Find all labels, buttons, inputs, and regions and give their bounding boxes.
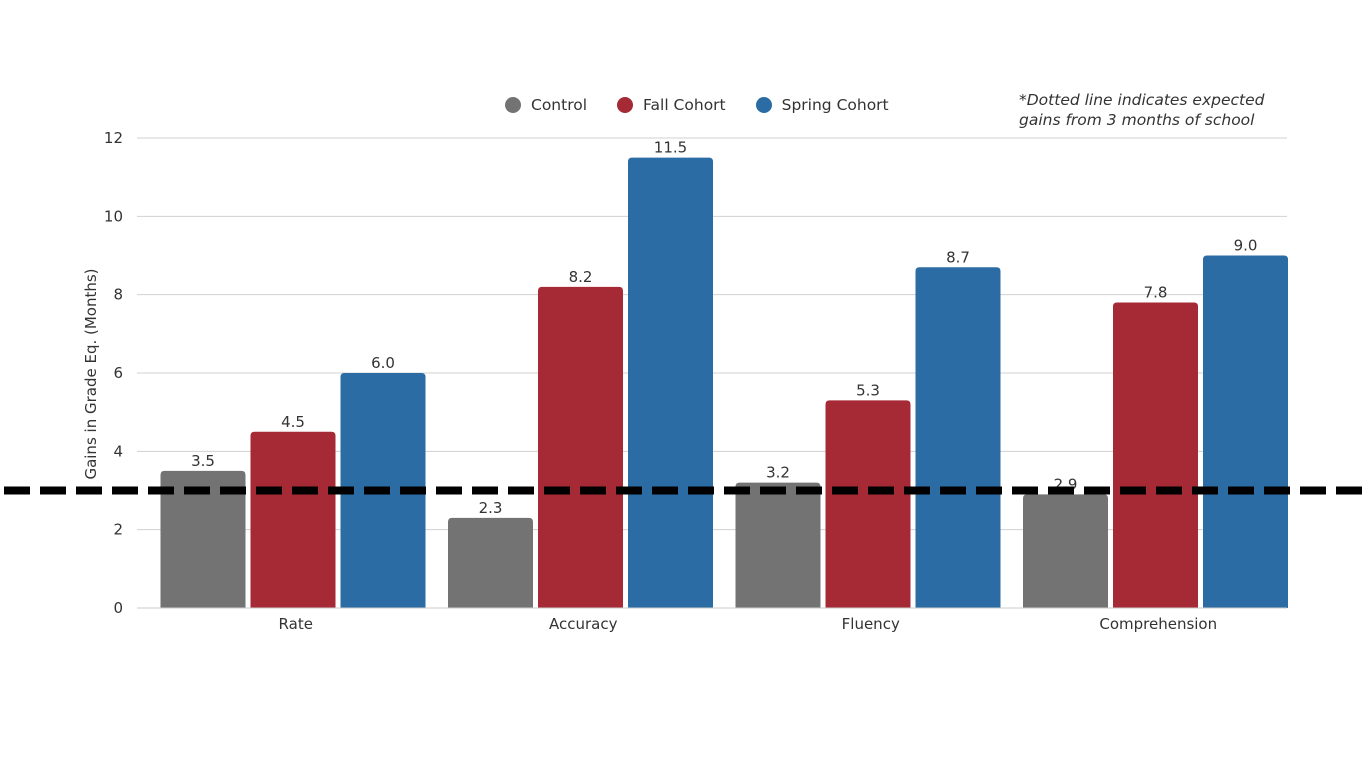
bar: [1203, 255, 1288, 608]
y-tick-label: 6: [113, 364, 123, 382]
y-tick-label: 4: [113, 442, 123, 460]
legend-label-spring-cohort: Spring Cohort: [781, 96, 889, 114]
legend-item-fall-cohort: Fall Cohort: [617, 96, 726, 114]
bar-value-label: 8.2: [569, 268, 593, 286]
bar: [448, 517, 533, 608]
x-tick-label: Comprehension: [1099, 615, 1217, 633]
bar-value-label: 4.5: [281, 413, 305, 431]
bar-value-label: 3.2: [766, 464, 790, 482]
bar: [160, 470, 246, 608]
annotation-line-2: gains from 3 months of school: [1019, 111, 1255, 129]
bar-value-label: 5.3: [856, 381, 880, 399]
bar: [1113, 302, 1198, 608]
legend-swatch-fall-cohort: [617, 97, 634, 113]
y-axis-label: Gains in Grade Eq. (Months): [82, 268, 100, 479]
y-tick-label: 12: [104, 129, 123, 147]
bar-value-label: 3.5: [191, 452, 215, 470]
bar-value-label: 11.5: [654, 139, 687, 157]
y-tick-label: 0: [113, 599, 123, 617]
legend-swatch-spring-cohort: [755, 97, 772, 113]
legend-item-control: Control: [505, 96, 587, 114]
bar: [915, 267, 1001, 608]
x-tick-label: Rate: [279, 615, 313, 633]
bar-value-label: 8.7: [946, 248, 970, 266]
legend-label-fall-cohort: Fall Cohort: [643, 96, 726, 114]
bar: [250, 431, 336, 608]
bar: [735, 482, 821, 608]
y-tick-label: 8: [113, 286, 123, 304]
y-tick-label: 2: [113, 521, 123, 539]
bar-value-label: 7.8: [1144, 284, 1168, 302]
bar: [825, 400, 911, 608]
bar: [538, 286, 623, 608]
legend-label-control: Control: [531, 96, 588, 114]
bar: [1023, 494, 1108, 608]
x-tick-label: Fluency: [842, 615, 900, 633]
legend: Control Fall Cohort Spring Cohort: [505, 96, 919, 114]
legend-item-spring-cohort: Spring Cohort: [755, 96, 889, 114]
x-tick-label: Accuracy: [549, 615, 618, 633]
bar-value-label: 6.0: [371, 354, 395, 372]
bar: [628, 157, 713, 609]
annotation-note: *Dotted line indicates expected gains fr…: [1019, 90, 1319, 130]
legend-swatch-control: [505, 97, 521, 113]
bar-value-label: 9.0: [1234, 237, 1258, 255]
y-tick-label: 10: [104, 207, 123, 225]
bar-value-label: 2.3: [479, 499, 503, 517]
annotation-line-1: *Dotted line indicates expected: [1019, 91, 1265, 109]
